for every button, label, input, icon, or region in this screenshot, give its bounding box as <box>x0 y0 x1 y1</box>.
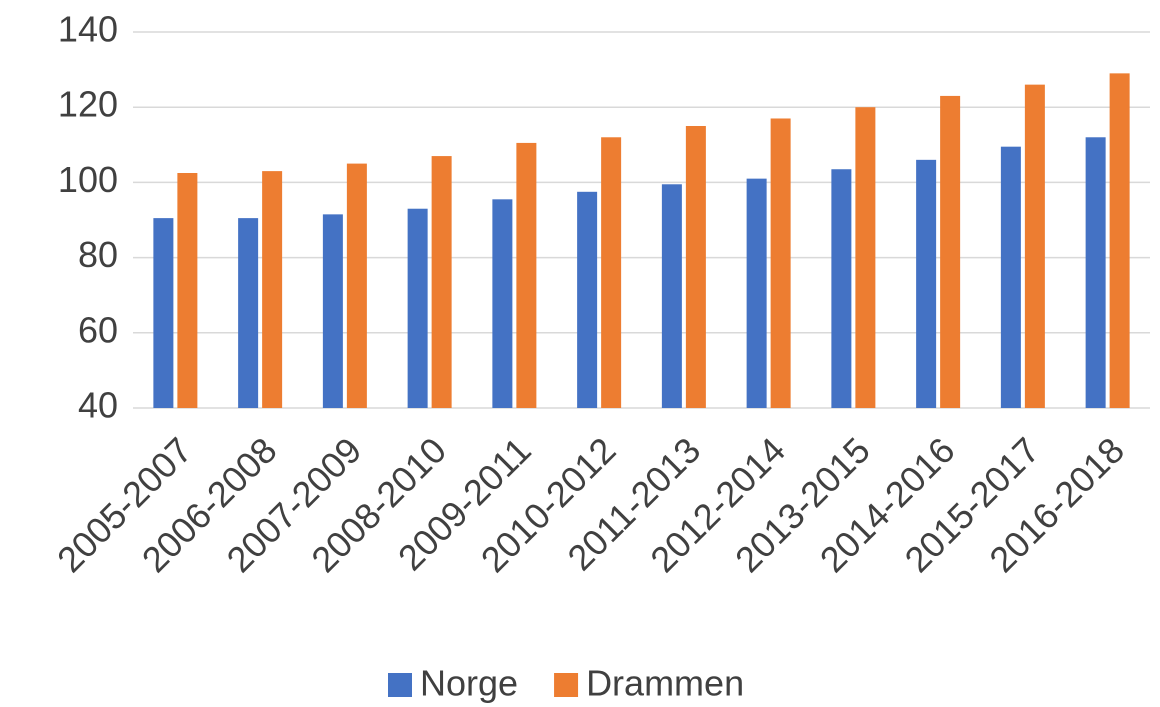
legend-label: Norge <box>420 663 518 704</box>
bar <box>746 178 767 408</box>
bar <box>322 214 343 408</box>
bar <box>1000 146 1021 408</box>
y-tick-label: 80 <box>78 234 118 275</box>
bar <box>346 163 367 408</box>
bar <box>601 137 622 408</box>
bar <box>831 169 852 408</box>
legend-swatch <box>388 673 412 697</box>
y-tick-label: 120 <box>58 84 118 125</box>
bar <box>492 199 513 408</box>
bar <box>770 118 791 408</box>
bar <box>661 184 682 408</box>
y-tick-label: 140 <box>58 9 118 50</box>
bar <box>153 218 174 408</box>
bar <box>177 173 198 408</box>
bar <box>916 159 937 408</box>
bar <box>1024 84 1045 408</box>
bar <box>685 126 706 408</box>
y-tick-label: 100 <box>58 159 118 200</box>
bar <box>262 171 283 408</box>
bar <box>577 191 598 408</box>
bar <box>238 218 259 408</box>
legend-swatch <box>554 673 579 697</box>
bar <box>431 156 452 408</box>
y-tick-label: 60 <box>78 309 118 350</box>
bar <box>407 208 428 408</box>
bar <box>855 107 876 408</box>
y-tick-label: 40 <box>78 385 118 426</box>
bar <box>516 142 537 409</box>
bar <box>940 95 961 409</box>
legend-label: Drammen <box>586 663 744 704</box>
bar <box>1109 73 1130 409</box>
bar <box>1085 137 1106 408</box>
